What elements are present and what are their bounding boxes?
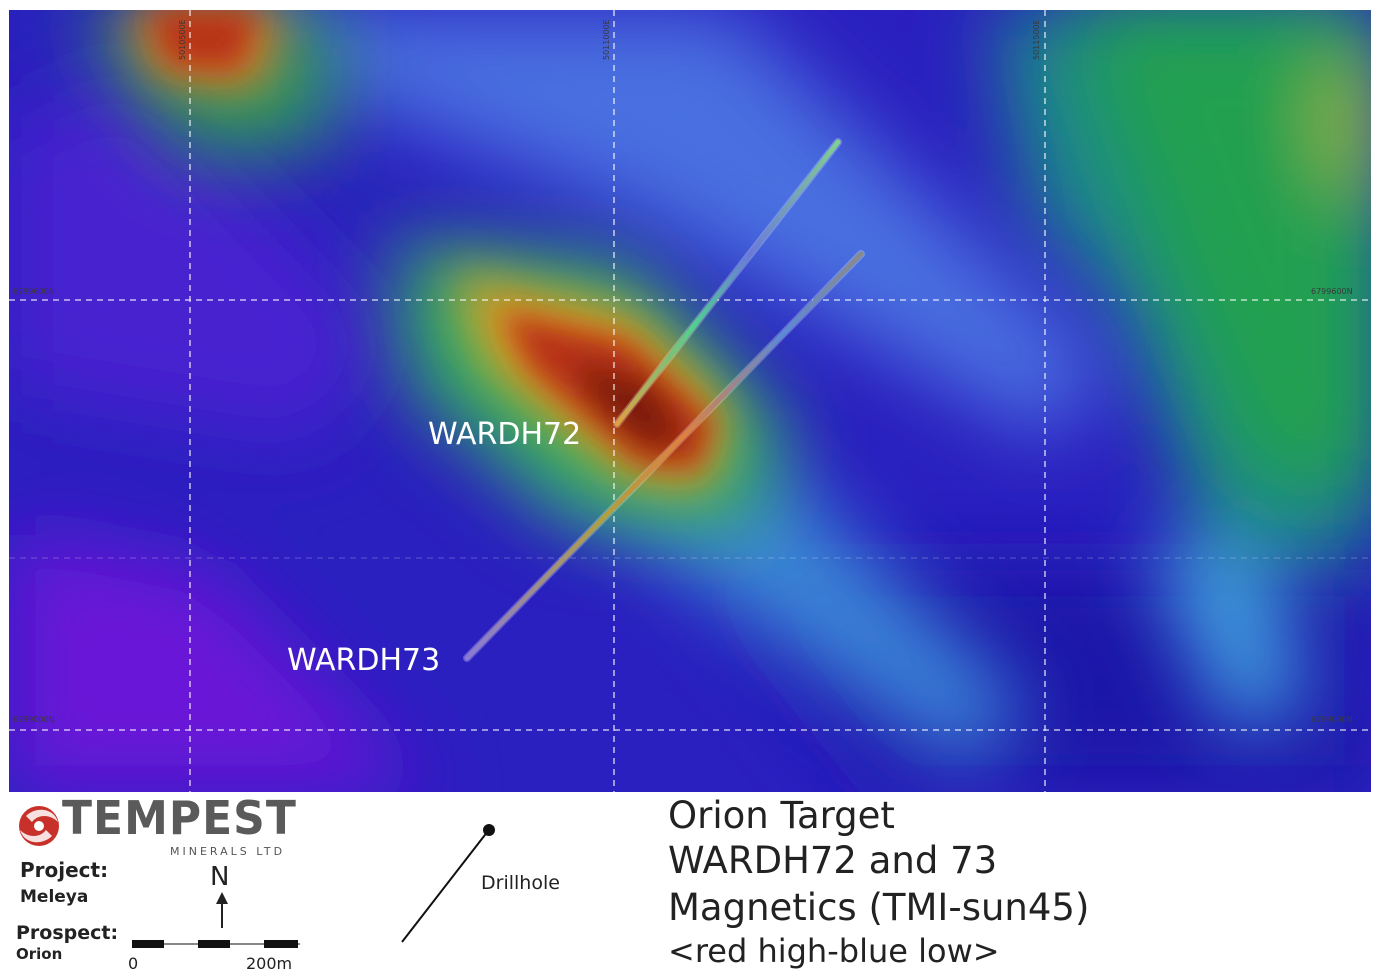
project-label: Project:	[20, 858, 109, 882]
prospect-value: Orion	[16, 945, 63, 963]
drillhole-label-wardh72: WARDH72	[428, 417, 581, 452]
logo-wordmark: TEMPEST	[62, 792, 297, 846]
drillhole-trace-wardh72[interactable]	[613, 138, 842, 428]
map-canvas: 5010500E 5011000E 5011500E 6799600N 6799…	[9, 10, 1371, 792]
north-arrow-icon	[216, 892, 228, 928]
grid-label-northing-left-upper: 6799600N	[13, 287, 55, 296]
drillhole-label-wardh73: WARDH73	[287, 643, 440, 678]
title-line-3: Magnetics (TMI-sun45)	[668, 886, 1090, 929]
title-line-4: <red high-blue low>	[668, 932, 1000, 970]
grid-label-northing-right-upper: 6799600N	[1311, 287, 1353, 296]
scale-end-label: 200m	[246, 954, 293, 973]
grid-label-easting-top-mid: 5011000E	[602, 19, 611, 60]
map-legend: TEMPEST MINERALS LTD Project: Meleya Pro…	[0, 792, 1376, 973]
scale-bar	[132, 940, 300, 948]
project-value: Meleya	[20, 887, 89, 907]
grid-label-northing-left-lower: 6799000N	[13, 715, 55, 724]
magnetics-map[interactable]: 5010500E 5011000E 5011500E 6799600N 6799…	[9, 10, 1371, 792]
grid-label-easting-top-left: 5010500E	[178, 19, 187, 60]
title-line-1: Orion Target	[668, 794, 895, 837]
prospect-label: Prospect:	[16, 922, 119, 944]
north-label: N	[210, 862, 230, 892]
logo-subtitle: MINERALS LTD	[170, 845, 286, 858]
drillhole-trace-wardh73[interactable]	[463, 250, 865, 662]
tempest-swirl-icon	[19, 806, 59, 846]
grid-label-easting-top-right: 5011500E	[1032, 19, 1041, 60]
grid-label-northing-right-lower: 6799000N	[1311, 715, 1353, 724]
title-line-2: WARDH72 and 73	[668, 839, 998, 882]
coordinate-grid	[9, 10, 1371, 792]
drillhole-legend-label: Drillhole	[481, 872, 560, 894]
magnetic-peak-zones	[149, 10, 714, 470]
drillhole-legend-symbol	[401, 824, 495, 943]
scale-start-label: 0	[128, 954, 139, 973]
